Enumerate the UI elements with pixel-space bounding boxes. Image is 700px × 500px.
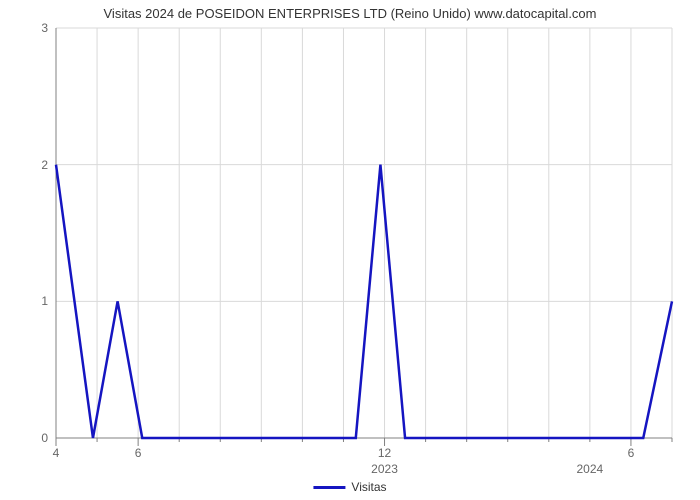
legend: Visitas [313,480,386,494]
y-tick-label: 3 [41,21,48,35]
chart-container: Visitas 2024 de POSEIDON ENTERPRISES LTD… [0,0,700,500]
x-tick-label: 6 [611,446,651,460]
x-axis-sub-label: 2024 [550,462,630,476]
y-tick-label: 1 [41,294,48,308]
chart-title: Visitas 2024 de POSEIDON ENTERPRISES LTD… [0,6,700,21]
legend-label: Visitas [351,480,386,494]
x-axis-sub-label: 2023 [345,462,425,476]
plot-area [56,28,672,438]
x-tick-label: 12 [365,446,405,460]
x-tick-label: 6 [118,446,158,460]
y-tick-label: 0 [41,431,48,445]
y-tick-label: 2 [41,158,48,172]
plot-svg [56,28,672,452]
legend-swatch [313,486,345,489]
x-tick-label: 4 [36,446,76,460]
